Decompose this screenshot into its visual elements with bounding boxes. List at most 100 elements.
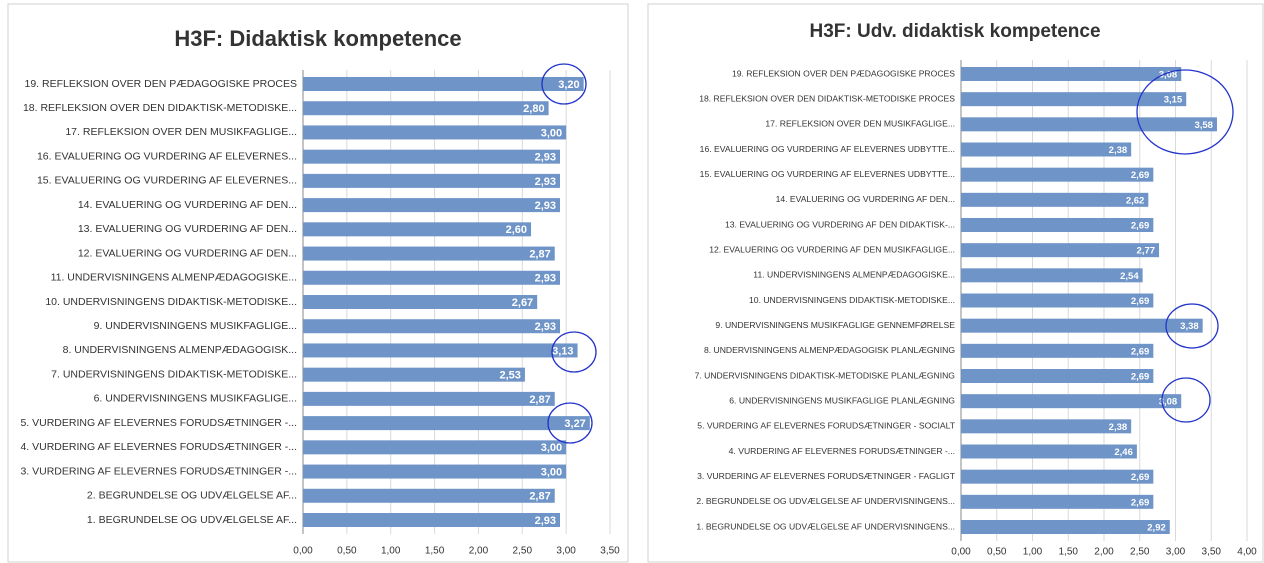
category-label: 10. UNDERVISNINGENS DIDAKTISK-METODISKE.… (45, 296, 297, 308)
value-label: 3,27 (564, 418, 585, 430)
bar (961, 92, 1187, 107)
value-label: 2,77 (1137, 246, 1156, 257)
chart-title: H3F: Udv. didaktisk kompetence (809, 21, 1100, 42)
value-label: 2,53 (499, 370, 520, 382)
bar (961, 343, 1154, 358)
bar (303, 173, 561, 188)
category-label: 3. VURDERING AF ELEVERNES FORUDSÆTNINGER… (20, 465, 297, 477)
x-tick-label: 3,00 (1166, 547, 1186, 558)
bar (961, 494, 1154, 509)
x-tick-label: 2,00 (469, 546, 489, 557)
value-label: 2,60 (506, 224, 527, 236)
value-label: 2,87 (529, 491, 550, 503)
bar (303, 149, 561, 164)
category-label: 19. REFLEKSION OVER DEN PÆDAGOGISKE PROC… (25, 78, 298, 90)
bar (961, 444, 1137, 459)
category-label: 15. EVALUERING OG VURDERING AF ELEVERNES… (700, 169, 955, 179)
category-label: 12. EVALUERING OG VURDERING AF DEN... (78, 247, 297, 259)
bar (303, 391, 555, 406)
category-label: 4. VURDERING AF ELEVERNES FORUDSÆTNINGER… (20, 441, 297, 453)
chart-title: H3F: Didaktisk kompetence (174, 26, 461, 51)
category-label: 15. EVALUERING OG VURDERING AF ELEVERNES… (37, 175, 297, 187)
x-tick-label: 3,00 (556, 546, 576, 557)
bar (303, 319, 561, 334)
chart: H3F: Didaktisk kompetence 0,00 0,50 1,00 1,5… (20, 26, 620, 557)
bar (303, 488, 555, 503)
value-label: 3,00 (541, 466, 562, 478)
bar (961, 369, 1154, 383)
value-label: 2,38 (1109, 422, 1128, 433)
category-label: 13. EVALUERING OG VURDERING AF DEN DIDAK… (725, 219, 955, 229)
category-label: 2. BEGRUNDELSE OG UDVÆLGELSE AF UNDERVIS… (696, 496, 955, 506)
x-tick-label: 4,00 (1237, 547, 1257, 558)
category-label: 6. UNDERVISNINGENS MUSIKFAGLIGE... (94, 393, 297, 405)
value-label: 2,69 (1131, 372, 1150, 383)
annotations (541, 63, 1234, 444)
category-label: 8. UNDERVISNINGENS ALMENPÆDAGOGISK... (63, 344, 297, 356)
category-label: 16. EVALUERING OG VURDERING AF ELEVERNES… (37, 150, 297, 162)
category-label: 9. UNDERVISNINGENS MUSIKFAGLIGE... (94, 320, 297, 332)
category-label: 17. REFLEKSION OVER DEN MUSIKFAGLIGE... (765, 119, 955, 129)
category-label: 9. UNDERVISNINGENS MUSIKFAGLIGE GENNEMFØ… (715, 320, 955, 330)
value-label: 2,93 (535, 515, 556, 527)
x-tick-label: 1,00 (1023, 547, 1043, 558)
bar (961, 67, 1182, 81)
bar (961, 293, 1154, 308)
value-label: 2,93 (535, 321, 556, 333)
bar (303, 198, 561, 213)
category-label: 5. VURDERING AF ELEVERNES FORUDSÆTNINGER… (697, 421, 955, 431)
value-label: 2,87 (529, 248, 550, 260)
value-label: 2,69 (1131, 296, 1150, 307)
value-label: 2,62 (1126, 195, 1145, 206)
category-label: 13. EVALUERING OG VURDERING AF DEN... (78, 223, 297, 235)
x-tick-label: 0,50 (987, 547, 1007, 558)
x-tick-label: 0,00 (951, 547, 971, 558)
bar (961, 520, 1170, 534)
value-label: 3,13 (552, 345, 573, 357)
value-label: 2,92 (1147, 523, 1166, 534)
bar (961, 394, 1182, 409)
bar (303, 246, 555, 261)
bar (961, 268, 1143, 283)
circle (1161, 377, 1211, 423)
value-label: 2,69 (1131, 170, 1150, 181)
bar (961, 318, 1203, 333)
value-label: 3,08 (1159, 70, 1178, 81)
x-tick-label: 3,50 (1202, 547, 1222, 558)
bar (303, 464, 567, 479)
bar (303, 343, 578, 358)
value-label: 3,38 (1180, 321, 1199, 332)
x-tick-label: 0,00 (293, 546, 313, 557)
value-label: 2,93 (535, 200, 556, 212)
bar (961, 192, 1149, 207)
category-label: 11. UNDERVISNINGENS ALMENPÆDAGOGISKE... (51, 272, 297, 284)
category-label: 10. UNDERVISNINGENS DIDAKTISK-METODISKE.… (749, 295, 955, 305)
bar (303, 270, 561, 285)
value-label: 2,46 (1114, 447, 1133, 458)
value-label: 2,93 (535, 152, 556, 164)
value-label: 2,54 (1120, 271, 1139, 282)
category-label: 18. REFLEKSION OVER DEN DIDAKTISK-METODI… (699, 93, 955, 103)
value-label: 3,15 (1164, 95, 1183, 106)
category-label: 6. UNDERVISNINGENS MUSIKFAGLIGE PLANLÆGN… (729, 395, 955, 405)
bar (303, 440, 567, 455)
x-tick-label: 1,50 (425, 546, 445, 557)
value-label: 2,87 (529, 394, 550, 406)
category-label: 4. VURDERING AF ELEVERNES FORUDSÆTNINGER… (729, 446, 955, 456)
category-label: 14. EVALUERING OG VURDERING AF DEN... (78, 199, 297, 211)
category-label: 1. BEGRUNDELSE OG UDVÆLGELSE AF... (87, 514, 297, 526)
value-label: 3,00 (541, 442, 562, 454)
x-tick-label: 1,00 (381, 546, 401, 557)
bar (303, 416, 590, 431)
x-tick-label: 1,50 (1059, 547, 1079, 558)
circle (1165, 303, 1219, 349)
bar (961, 142, 1132, 157)
bar (961, 243, 1160, 258)
x-tick-label: 3,50 (600, 546, 620, 557)
value-label: 3,00 (541, 127, 562, 139)
value-label: 2,69 (1131, 221, 1150, 232)
chart: H3F: Udv. didaktisk kompetence 0,00 0,50 1,… (695, 21, 1258, 558)
value-label: 2,69 (1131, 346, 1150, 357)
bar (303, 222, 532, 237)
